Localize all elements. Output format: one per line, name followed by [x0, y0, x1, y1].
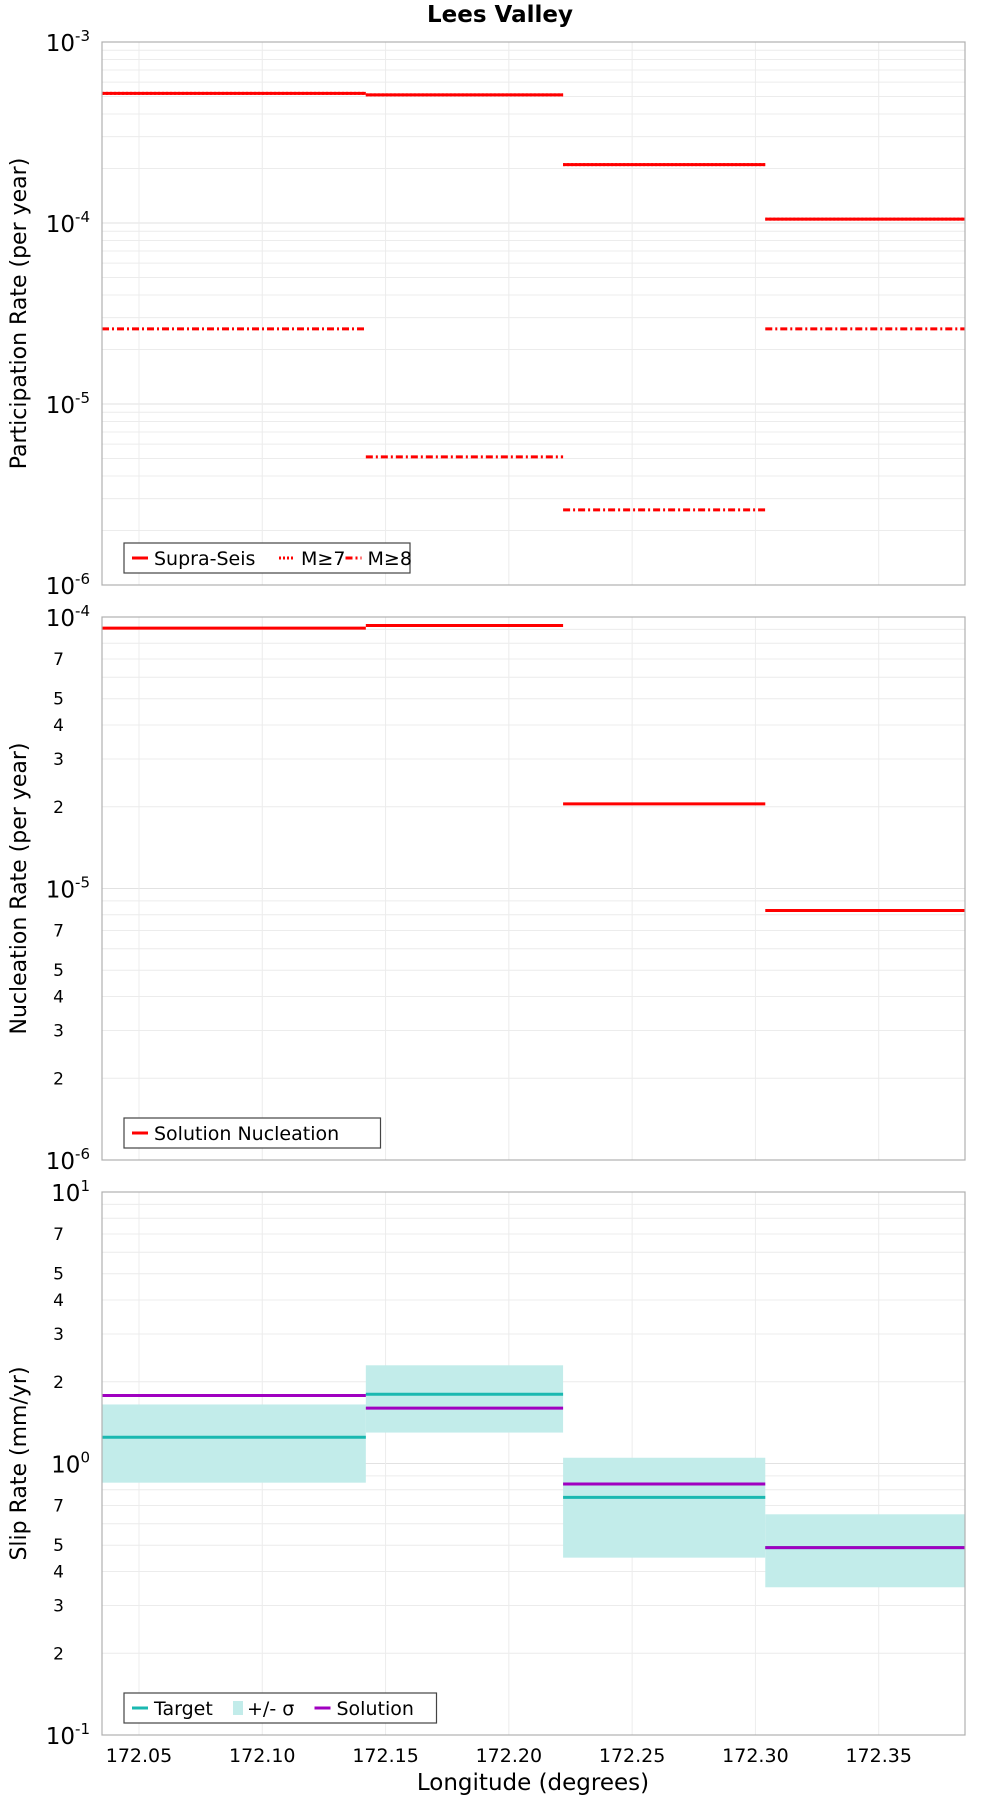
legend: Supra-Seis M≥7 M≥8: [123, 542, 412, 574]
y-tick-label-minor: 4: [53, 1291, 64, 1311]
series-m-7: [102, 91, 965, 221]
tick-exponent: -4: [75, 208, 90, 226]
x-axis-ticks: 172.05 172.10 172.15 172.20 172.25 172.30 172.…: [106, 1745, 912, 1767]
y-tick-label-minor: 7: [53, 1225, 64, 1245]
y-tick-label-minor: 5: [53, 1265, 64, 1285]
tick-base: 10: [46, 606, 75, 632]
y-tick-label-minor: 3: [53, 1021, 64, 1041]
y-tick-label-minor: 7: [53, 922, 64, 942]
y-tick-label-minor: 4: [53, 716, 64, 736]
tick-exponent: 0: [80, 1449, 90, 1467]
grid-lines: [102, 617, 965, 1161]
tick-base: 10: [46, 212, 75, 238]
y-axis-label: Participation Rate (per year): [7, 158, 32, 470]
y-axis-label: Slip Rate (mm/yr): [7, 1366, 32, 1560]
y-tick-label-minor: 3: [53, 1325, 64, 1345]
plot-frame: [101, 616, 966, 1161]
y-axis-label: Nucleation Rate (per year): [7, 743, 32, 1035]
tick-exponent: -4: [75, 602, 90, 620]
y-tick-label-minor: 5: [53, 690, 64, 710]
tick-base: 10: [46, 1724, 75, 1750]
y-tick-label-decade: 100: [51, 1449, 90, 1479]
x-tick-label: 172.20: [476, 1745, 542, 1767]
sigma-band-segment: [765, 1514, 965, 1588]
legend: Target +/- σ Solution: [123, 1692, 438, 1724]
legend-label: M≥7: [301, 548, 345, 570]
tick-exponent: -1: [75, 1720, 90, 1738]
tick-base: 10: [51, 1453, 80, 1479]
y-tick-label-decade: 101: [51, 1177, 90, 1207]
tick-base: 10: [46, 1149, 75, 1175]
tick-base: 10: [46, 31, 75, 57]
chart-title: Lees Valley: [427, 2, 573, 28]
legend-box: [123, 542, 411, 574]
y-tick-label-minor: 3: [53, 1596, 64, 1616]
tick-exponent: -5: [75, 874, 90, 892]
plot-frame: [101, 1191, 966, 1736]
y-tick-label-minor: 3: [53, 750, 64, 770]
legend-swatch: [233, 1701, 243, 1715]
y-tick-label-minor: 7: [53, 650, 64, 670]
tick-exponent: -3: [75, 27, 90, 45]
tick-exponent: 1: [80, 1177, 90, 1195]
y-tick-label-decade: 10-6: [46, 1145, 90, 1175]
y-tick-label-decade: 10-3: [46, 27, 90, 57]
legend-label: +/- σ: [247, 1698, 294, 1720]
tick-base: 10: [46, 393, 75, 419]
y-tick-label-decade: 10-4: [46, 602, 90, 632]
y-tick-label-minor: 2: [53, 798, 64, 818]
sigma-band-segment: [102, 1404, 366, 1483]
x-tick-label: 172.35: [845, 1745, 911, 1767]
grid-lines: [102, 42, 965, 586]
y-tick-label-minor: 4: [53, 988, 64, 1008]
tick-exponent: -6: [75, 1145, 90, 1163]
y-tick-label-minor: 2: [53, 1373, 64, 1393]
legend-label: Supra-Seis: [154, 548, 255, 570]
x-axis-label: Longitude (degrees): [417, 1770, 649, 1796]
legend-label: Solution: [337, 1698, 414, 1720]
y-tick-label-minor: 5: [53, 1536, 64, 1556]
x-tick-label: 172.25: [599, 1745, 665, 1767]
x-tick-label: 172.15: [352, 1745, 418, 1767]
tick-base: 10: [46, 878, 75, 904]
y-tick-label-decade: 10-5: [46, 389, 90, 419]
legend: Solution Nucleation: [123, 1117, 382, 1149]
y-tick-label-minor: 7: [53, 1497, 64, 1517]
y-tick-label-decade: 10-4: [46, 208, 90, 238]
x-tick-label: 172.10: [229, 1745, 295, 1767]
tick-base: 10: [46, 574, 75, 600]
y-tick-label-minor: 5: [53, 961, 64, 981]
y-tick-label-decade: 10-6: [46, 570, 90, 600]
legend-label: Solution Nucleation: [154, 1123, 339, 1145]
sigma-band-segment: [563, 1457, 766, 1558]
x-tick-label: 172.05: [106, 1745, 172, 1767]
legend-box: [123, 1692, 438, 1724]
y-tick-label-decade: 10-5: [46, 874, 90, 904]
plot-area: [102, 42, 965, 585]
sigma-band-segment: [365, 1365, 564, 1433]
x-tick-label: 172.30: [722, 1745, 788, 1767]
y-tick-label-minor: 2: [53, 1644, 64, 1664]
plot-frame: [101, 41, 966, 586]
y-tick-label-minor: 2: [53, 1069, 64, 1089]
legend-label: M≥8: [368, 548, 412, 570]
y-tick-label-decade: 10-1: [46, 1720, 90, 1750]
legend-box: [123, 1117, 382, 1149]
tick-exponent: -6: [75, 570, 90, 588]
legend-label: Target: [153, 1698, 213, 1720]
series-solution-nucleation: [102, 624, 965, 912]
tick-exponent: -5: [75, 389, 90, 407]
series-m-8: [102, 327, 965, 512]
series-solution: [102, 1394, 965, 1550]
tick-base: 10: [51, 1181, 80, 1207]
y-tick-label-minor: 4: [53, 1563, 64, 1583]
